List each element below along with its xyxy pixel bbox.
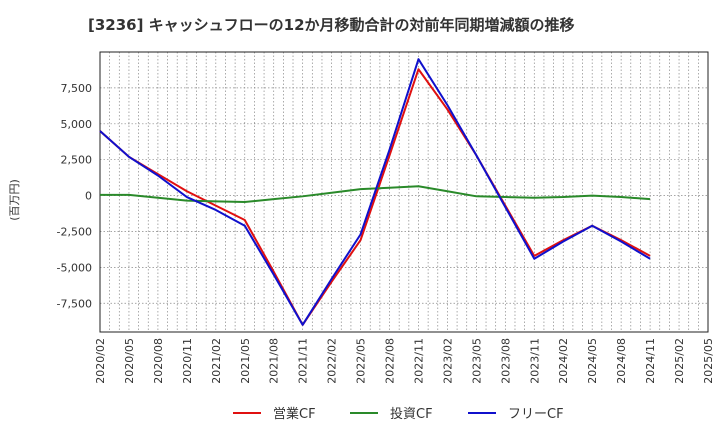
chart-title: [3236] キャッシュフローの12か月移動合計の対前年同期増減額の推移 bbox=[88, 16, 575, 34]
x-tick-label: 2024/05 bbox=[586, 338, 599, 384]
x-tick-label: 2022/05 bbox=[355, 338, 368, 384]
x-tick-label: 2021/11 bbox=[297, 338, 310, 384]
y-tick-label: -7,500 bbox=[57, 297, 92, 310]
y-tick-label: 0 bbox=[85, 190, 92, 203]
x-tick-label: 2024/08 bbox=[615, 338, 628, 384]
x-tick-label: 2023/11 bbox=[528, 338, 541, 384]
x-tick-label: 2020/08 bbox=[152, 338, 165, 384]
x-tick-label: 2022/11 bbox=[412, 338, 425, 384]
x-tick-label: 2023/05 bbox=[470, 338, 483, 384]
y-tick-label: 2,500 bbox=[61, 154, 93, 167]
series-line bbox=[100, 185, 651, 204]
x-axis: 2020/02 2020/05 2020/08 2020/11 2021/02 2021/… bbox=[94, 338, 715, 384]
series-line bbox=[99, 68, 651, 326]
x-tick-label: 2021/05 bbox=[239, 338, 252, 384]
x-tick-label: 2022/02 bbox=[326, 338, 339, 384]
legend-label: フリーCF bbox=[508, 407, 564, 422]
series-lines bbox=[99, 58, 651, 326]
y-tick-label: -5,000 bbox=[57, 261, 92, 274]
series-line bbox=[99, 58, 651, 326]
plot-frame bbox=[99, 51, 709, 333]
x-tick-label: 2023/02 bbox=[441, 338, 454, 384]
plot-area bbox=[100, 52, 708, 332]
x-tick-label: 2023/08 bbox=[499, 338, 512, 384]
x-tick-label: 2021/02 bbox=[210, 338, 223, 384]
legend-label: 営業CF bbox=[273, 406, 316, 422]
x-tick-label: 2020/02 bbox=[94, 338, 107, 384]
y-axis-label: (百万円) bbox=[8, 179, 21, 221]
x-tick-label: 2025/05 bbox=[702, 338, 715, 384]
x-tick-label: 2020/05 bbox=[123, 338, 136, 384]
y-tick-label: -2,500 bbox=[57, 225, 92, 238]
x-tick-label: 2024/11 bbox=[644, 338, 657, 384]
y-tick-label: 7,500 bbox=[61, 82, 93, 95]
y-tick-label: 5,000 bbox=[61, 118, 93, 131]
x-tick-label: 2025/02 bbox=[673, 338, 686, 384]
legend-label: 投資CF bbox=[390, 406, 433, 422]
x-tick-label: 2020/11 bbox=[181, 338, 194, 384]
x-tick-label: 2024/02 bbox=[557, 338, 570, 384]
legend: 営業CF 投資CF フリーCF bbox=[233, 406, 564, 422]
y-axis: 7,500 5,000 2,500 0 -2,500 -5,000 -7,500 bbox=[57, 82, 92, 310]
x-tick-label: 2021/08 bbox=[268, 338, 281, 384]
x-tick-label: 2022/08 bbox=[384, 338, 397, 384]
